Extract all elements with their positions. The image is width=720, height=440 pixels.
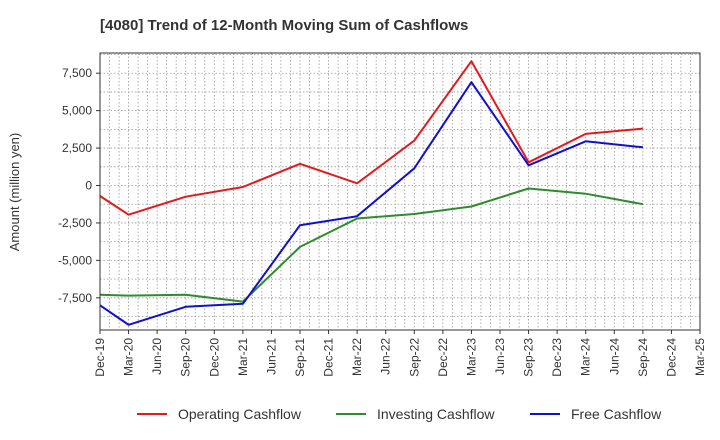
investing-cashflow-line [99,187,644,303]
x-tick-label: Dec-23 [550,338,564,377]
y-axis-title: Amount (million yen) [7,133,22,252]
plot-frame [99,52,701,331]
y-tick-label: 2,500 [62,141,92,155]
x-tick-label: Mar-22 [350,338,364,376]
legend: Operating Cashflow Investing Cashflow Free… [137,406,662,422]
x-tick-label: Dec-24 [664,338,678,377]
free-cashflow-line [99,81,644,326]
x-tick-label: Mar-20 [122,338,136,376]
x-tick-label: Jun-23 [493,338,507,375]
x-tick-label: Sep-20 [179,338,193,377]
x-tick-label: Dec-19 [93,338,107,377]
x-tick-label: Jun-21 [264,338,278,375]
x-tick-label: Mar-24 [579,338,593,376]
x-tick-label: Jun-20 [150,338,164,375]
x-tick-label: Sep-22 [407,338,421,377]
legend-label: Operating Cashflow [178,406,302,422]
y-tick-label: -5,000 [58,253,92,267]
x-tick-label: Sep-23 [522,338,536,377]
y-tick-label: 0 [85,179,92,193]
y-tick-label: 5,000 [62,104,92,118]
x-tick-label: Jun-24 [607,338,621,375]
x-axis-ticks: Dec-19 Mar-20 Jun-20 Sep-20 Dec-20 Mar-21 Jun-… [93,330,707,377]
y-axis-ticks: 7,500 5,000 2,500 0 -2,500 -5,000 -7,500 [58,66,100,305]
y-tick-label: -7,500 [58,291,92,305]
x-tick-label: Jun-22 [379,338,393,375]
legend-label: Free Cashflow [571,406,662,422]
x-tick-label: Dec-21 [322,338,336,377]
x-tick-label: Dec-20 [207,338,221,377]
y-tick-label: 7,500 [62,66,92,80]
x-tick-label: Mar-23 [464,338,478,376]
series-lines [99,60,644,326]
y-tick-label: -2,500 [58,216,92,230]
x-tick-label: Mar-25 [693,338,707,376]
legend-label: Investing Cashflow [377,406,495,422]
grid-lines [100,53,700,330]
x-tick-label: Mar-21 [236,338,250,376]
x-tick-label: Sep-24 [636,338,650,377]
x-tick-label: Sep-21 [293,338,307,377]
x-tick-label: Dec-22 [436,338,450,377]
chart-title: [4080] Trend of 12-Month Moving Sum of C… [100,17,468,34]
operating-cashflow-line [99,60,643,216]
